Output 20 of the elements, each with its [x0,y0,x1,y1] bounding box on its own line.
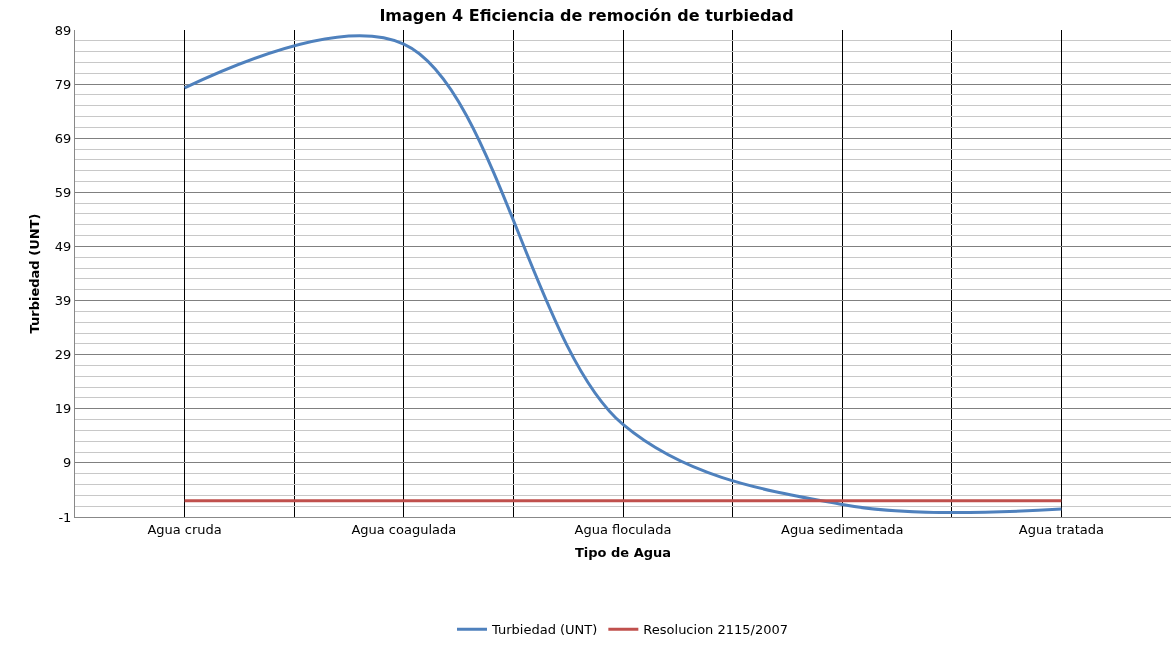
y-tick-label: 29 [54,347,72,363]
x-tick-label: Agua sedimentada [781,521,904,537]
y-tick-label: 79 [54,76,72,92]
y-tick-label: 9 [63,455,72,471]
y-tick-label: 49 [54,238,72,254]
y-tick-label: 19 [54,401,72,417]
y-tick-label: 89 [54,22,72,38]
legend-label: Resolucion 2115/2007 [643,622,789,638]
x-tick-label: Agua coagulada [351,521,457,537]
x-tick-label: Agua floculada [574,521,672,537]
y-tick-label: -1 [58,509,72,525]
legend-label: Turbiedad (UNT) [491,622,598,638]
x-tick-label: Agua cruda [147,521,222,537]
y-tick-label: 59 [54,184,72,200]
y-axis-title: Turbiedad (UNT) [27,213,42,334]
x-tick-label: Agua tratada [1018,521,1104,537]
chart-title: Imagen 4 Eficiencia de remoción de turbiedad [379,5,794,25]
y-tick-label: 69 [54,130,72,146]
x-axis-title: Tipo de Agua [574,545,672,561]
y-tick-label: 39 [54,293,72,309]
